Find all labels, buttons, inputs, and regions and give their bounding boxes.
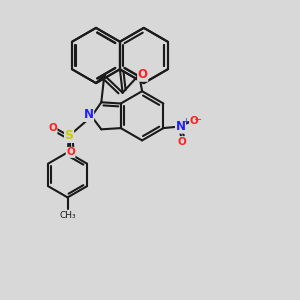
Text: N: N: [176, 120, 185, 133]
Text: O: O: [66, 147, 75, 158]
Text: −: −: [194, 115, 202, 125]
Text: N: N: [84, 108, 94, 122]
Text: CH₃: CH₃: [59, 211, 76, 220]
Text: +: +: [182, 117, 189, 126]
Text: S: S: [64, 129, 74, 142]
Text: O: O: [138, 68, 148, 81]
Text: O: O: [177, 136, 186, 147]
Text: O: O: [48, 123, 57, 134]
Text: O: O: [190, 116, 198, 126]
